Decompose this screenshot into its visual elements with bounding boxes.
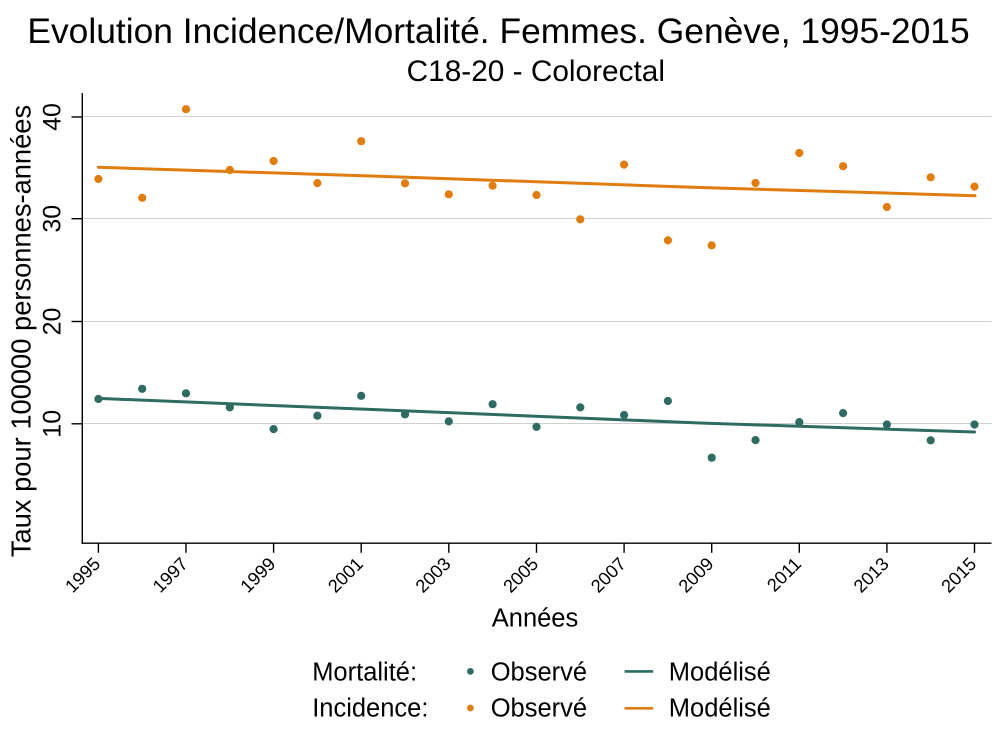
svg-text:Modélisé: Modélisé — [669, 695, 771, 723]
svg-text:Incidence:: Incidence: — [312, 695, 428, 723]
svg-text:Taux pour 100000 personnes-ann: Taux pour 100000 personnes-années — [5, 105, 36, 557]
svg-text:Années: Années — [492, 605, 579, 633]
svg-text:10: 10 — [39, 410, 67, 438]
svg-text:20: 20 — [39, 308, 67, 336]
svg-text:C18-20 - Colorectal: C18-20 - Colorectal — [407, 55, 665, 88]
svg-text:Mortalité:: Mortalité: — [312, 659, 417, 687]
svg-text:Observé: Observé — [491, 695, 587, 723]
svg-text:Observé: Observé — [491, 659, 587, 687]
svg-text:Evolution Incidence/Mortalité.: Evolution Incidence/Mortalité. Femmes. G… — [27, 11, 969, 51]
svg-text:40: 40 — [39, 103, 67, 131]
svg-text:30: 30 — [39, 205, 67, 233]
svg-text:Modélisé: Modélisé — [669, 659, 771, 687]
